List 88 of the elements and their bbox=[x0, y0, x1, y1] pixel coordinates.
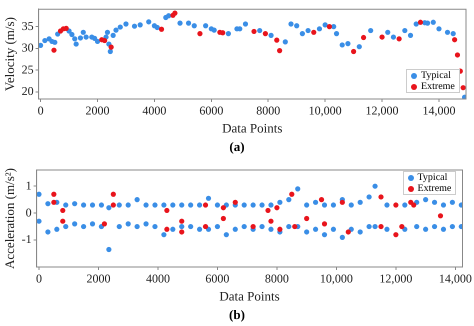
x-axis-title: Data Points bbox=[222, 120, 282, 136]
y-tick-label: 30 bbox=[22, 40, 34, 55]
x-tick-label: 8000 bbox=[264, 271, 289, 286]
point bbox=[304, 216, 310, 222]
x-tick-label: 6000 bbox=[205, 271, 230, 286]
point bbox=[51, 200, 56, 205]
point bbox=[346, 229, 351, 235]
point bbox=[102, 38, 108, 44]
point bbox=[179, 218, 184, 224]
point bbox=[51, 192, 56, 197]
legend-label: Extreme bbox=[416, 183, 452, 194]
point bbox=[460, 85, 466, 90]
x-tick-label: 10,000 bbox=[308, 103, 342, 118]
point bbox=[399, 224, 404, 230]
point bbox=[108, 44, 114, 50]
point bbox=[232, 200, 238, 205]
point bbox=[393, 202, 398, 208]
y-tick-label: -1 bbox=[22, 232, 32, 246]
x-tick-label: 8000 bbox=[256, 103, 280, 118]
y-axis-title: Velocity (m/s) bbox=[2, 17, 18, 92]
point bbox=[454, 52, 460, 58]
point bbox=[220, 216, 226, 222]
point bbox=[318, 197, 324, 202]
point bbox=[179, 229, 184, 235]
text: (b) bbox=[228, 306, 246, 324]
point bbox=[326, 24, 332, 30]
x-tick-label: 14,000 bbox=[438, 271, 472, 286]
point bbox=[378, 224, 384, 230]
point bbox=[396, 36, 402, 42]
point bbox=[265, 208, 271, 214]
x-tick-label: 14,000 bbox=[422, 103, 456, 118]
point bbox=[251, 28, 257, 34]
point bbox=[262, 31, 268, 36]
legend-label: Extreme bbox=[420, 81, 455, 92]
legend-label: Typical bbox=[420, 70, 452, 81]
point bbox=[311, 30, 316, 35]
point bbox=[60, 218, 66, 224]
point bbox=[220, 30, 226, 36]
point bbox=[340, 200, 345, 205]
point bbox=[197, 31, 203, 36]
point bbox=[418, 20, 424, 25]
point bbox=[158, 26, 164, 32]
x-tick-label: 0 bbox=[38, 103, 44, 118]
point bbox=[202, 202, 208, 208]
point bbox=[452, 37, 458, 42]
x-tick-label: 12,000 bbox=[366, 103, 399, 118]
point bbox=[164, 226, 170, 232]
point bbox=[379, 34, 385, 40]
point bbox=[277, 226, 282, 232]
point bbox=[268, 218, 274, 224]
x-tick-label: 2000 bbox=[86, 103, 110, 118]
x-tick-label: 4000 bbox=[146, 271, 170, 286]
point bbox=[351, 48, 356, 54]
x-tick-label: 6000 bbox=[199, 103, 224, 118]
x-tick-label: 2000 bbox=[86, 271, 110, 286]
x-tick-label: 12,000 bbox=[379, 271, 412, 286]
point bbox=[51, 48, 57, 53]
point bbox=[277, 48, 282, 54]
point bbox=[360, 34, 366, 40]
y-tick-label: 35 bbox=[22, 18, 34, 33]
point bbox=[274, 38, 280, 43]
y-tick-label: 1 bbox=[26, 178, 32, 192]
y-tick-label: 20 bbox=[22, 84, 34, 98]
text: (a) bbox=[228, 138, 246, 156]
point bbox=[102, 221, 108, 226]
x-tick-label: 4000 bbox=[142, 103, 166, 118]
point bbox=[274, 205, 280, 210]
point bbox=[60, 208, 66, 214]
point bbox=[378, 194, 384, 200]
point bbox=[411, 202, 416, 208]
x-tick-label: 10,000 bbox=[320, 271, 353, 286]
y-tick-label: 0 bbox=[26, 205, 32, 220]
point bbox=[164, 208, 170, 214]
point bbox=[393, 232, 398, 238]
point bbox=[110, 202, 116, 208]
point bbox=[289, 192, 294, 197]
point bbox=[110, 192, 116, 197]
point bbox=[322, 221, 328, 226]
point bbox=[438, 213, 444, 218]
y-tick-label: 25 bbox=[22, 62, 34, 76]
point bbox=[202, 224, 208, 230]
point bbox=[220, 205, 226, 210]
legend-label: Typical bbox=[416, 172, 448, 183]
point bbox=[292, 224, 298, 230]
point bbox=[250, 224, 256, 230]
x-axis-title: Data Points bbox=[219, 288, 280, 304]
y-axis-title: Acceleration (m/s²) bbox=[2, 168, 18, 269]
point bbox=[64, 26, 69, 31]
